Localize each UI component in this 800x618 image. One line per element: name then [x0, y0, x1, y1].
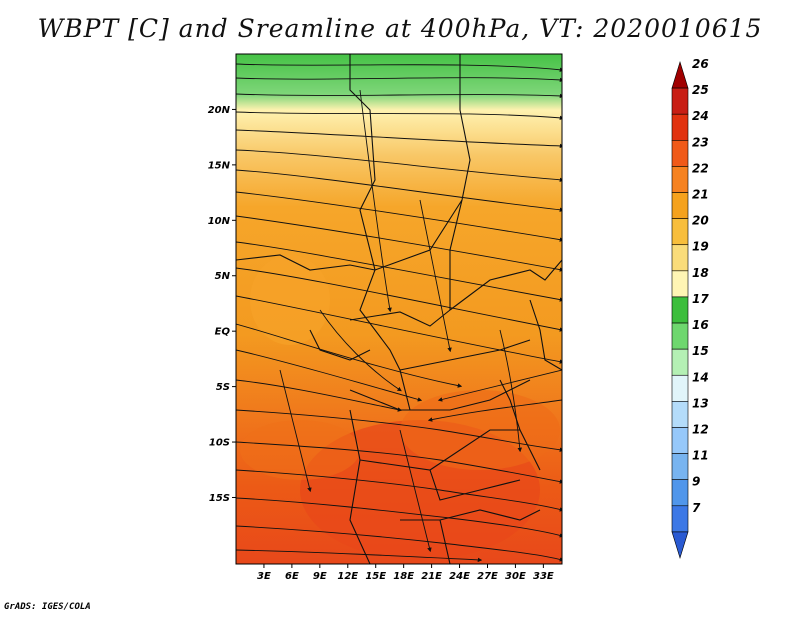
colorbar-label: 15 [692, 344, 709, 358]
lat-tick-label: 20N [208, 105, 231, 116]
lat-tick-label: 15S [209, 493, 230, 504]
colorbar-segment [671, 60, 689, 89]
lon-tick-label: 18E [393, 571, 414, 582]
lon-tick-label: 6E [285, 571, 299, 582]
plot-area [236, 54, 562, 564]
colorbar-label: 7 [692, 501, 701, 515]
lon-tick-label: 33E [533, 571, 554, 582]
colorbar-label: 13 [692, 396, 709, 410]
colorbar-label: 21 [692, 188, 709, 202]
colorbar-segment [671, 427, 689, 454]
colorbar-segment [671, 270, 689, 298]
colorbar-labels: 26 25 24 23 22 21 20 19 18 17 16 15 14 13 12 11 9 7 [692, 58, 709, 515]
lat-tick-label: EQ [215, 327, 231, 338]
streamlines [236, 63, 562, 563]
colorbar-segment [671, 531, 689, 560]
colorbar-segment [671, 322, 689, 350]
grads-credit: GrADS: IGES/COLA [4, 602, 91, 612]
lon-tick-label: 27E [477, 571, 498, 582]
colorbar-label: 11 [692, 449, 709, 463]
lat-tick-label: 15N [208, 160, 231, 171]
colorbar-label: 19 [692, 240, 709, 254]
colorbar-segment [671, 453, 689, 480]
colorbar-boxes [671, 60, 689, 560]
colorbar-segment [671, 192, 689, 219]
colorbar-label: 20 [692, 214, 709, 228]
lon-tick-label: 3E [257, 571, 271, 582]
colorbar-segment [671, 374, 689, 402]
colorbar-label: 23 [692, 135, 709, 149]
lon-tick-label: 30E [505, 571, 526, 582]
wbpt-streamline-map: 20N 15N 10N 5N EQ 5S 10S 15S 3E 6E 9E 12E 15E 18E 21E… [208, 53, 563, 582]
lat-tick-label: 10N [208, 216, 231, 227]
lat-tick-label: 10S [209, 438, 230, 449]
colorbar-segment [671, 401, 689, 428]
colorbar-label: 14 [692, 370, 709, 384]
map-title: WBPT [C] and Sreamline at 400hPa, VT: 20… [37, 14, 763, 43]
colorbar-label: 24 [692, 109, 709, 123]
colorbar-label: 9 [692, 475, 700, 489]
colorbar: 26 25 24 23 22 21 20 19 18 17 16 15 14 13 12 11 9 7 [671, 58, 709, 560]
colorbar-label: 12 [692, 422, 709, 436]
colorbar-segment [671, 296, 689, 324]
colorbar-label: 16 [692, 318, 709, 332]
lat-tick-label: 5N [215, 271, 231, 282]
lon-tick-label: 15E [365, 571, 386, 582]
lon-tick-label: 12E [337, 571, 358, 582]
latitude-ticks: 20N 15N 10N 5N EQ 5S 10S 15S [208, 105, 236, 504]
colorbar-segment [671, 505, 689, 533]
colorbar-segment [671, 244, 689, 272]
colorbar-segment [671, 87, 689, 115]
colorbar-segment [671, 166, 689, 193]
colorbar-segment [671, 113, 689, 141]
colorbar-segment [671, 140, 689, 167]
colorbar-segment [671, 218, 689, 246]
lat-tick-label: 5S [216, 382, 230, 393]
colorbar-label: 17 [692, 292, 709, 306]
colorbar-segment [671, 348, 689, 376]
map-frame [235, 53, 563, 565]
lon-tick-label: 24E [449, 571, 470, 582]
colorbar-label: 22 [692, 161, 709, 175]
country-boundaries [236, 54, 562, 564]
lon-tick-label: 21E [421, 571, 442, 582]
lon-tick-label: 9E [313, 571, 327, 582]
colorbar-label: 18 [692, 266, 709, 280]
longitude-ticks: 3E 6E 9E 12E 15E 18E 21E 24E 27E 30E 33E [257, 564, 554, 582]
colorbar-label: 25 [692, 83, 709, 97]
warm-patch [250, 255, 330, 345]
colorbar-segment [671, 479, 689, 507]
colorbar-label: 26 [692, 58, 709, 71]
